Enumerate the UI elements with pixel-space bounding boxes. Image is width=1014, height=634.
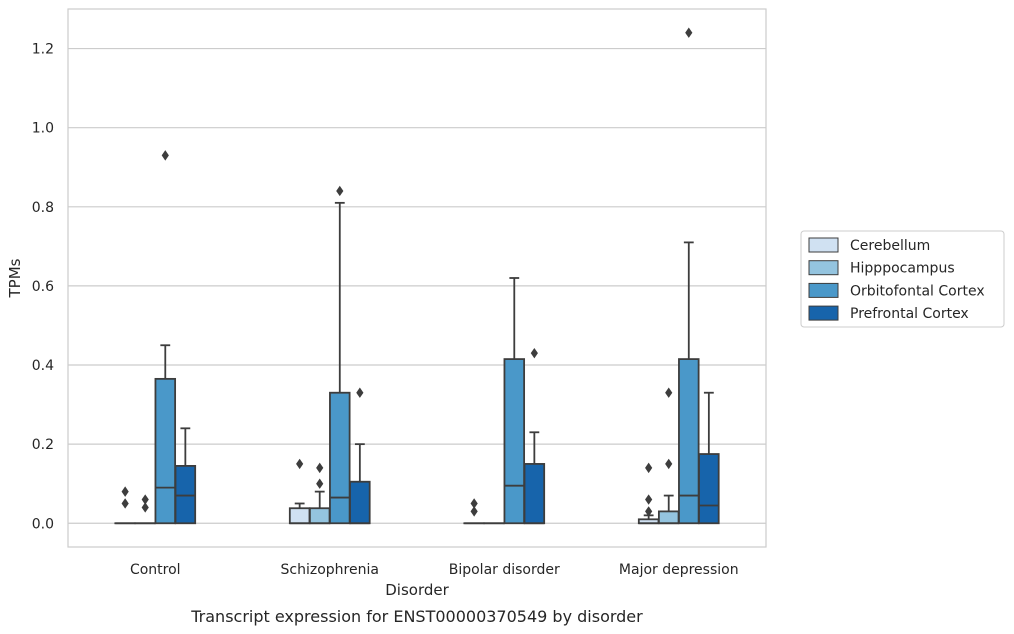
box (349, 480, 371, 525)
outlier-point (685, 27, 693, 38)
box (154, 377, 177, 525)
outlier-point (121, 498, 129, 509)
box (523, 463, 546, 525)
box (503, 358, 526, 525)
outlier-point (645, 506, 653, 517)
box-series (114, 27, 720, 525)
outlier-point (121, 486, 129, 497)
legend-swatch (808, 237, 839, 253)
legend-swatch (808, 305, 839, 321)
box (288, 507, 311, 525)
outlier-point (665, 387, 673, 398)
legend-swatch (808, 282, 839, 298)
box (174, 465, 197, 525)
outlier-point (336, 185, 344, 197)
outlier-point (470, 498, 478, 509)
outlier-point (645, 494, 653, 505)
y-tick-labels: 0.0 0.2 0.4 0.6 0.8 1.0 1.2 (32, 42, 54, 533)
y-axis-title: TPMs (6, 258, 24, 298)
series-orbitofontal-cortex (154, 27, 700, 525)
series-prefrontal-cortex (174, 347, 720, 525)
y-tick-label: 0.0 (32, 516, 54, 532)
box (329, 391, 351, 525)
legend-label: Orbitofontal Cortex (850, 283, 985, 299)
legend-label: Cerebellum (850, 238, 930, 254)
outlier-point (530, 347, 538, 359)
y-tick-label: 0.6 (32, 279, 54, 295)
legend-label: Prefrontal Cortex (850, 306, 969, 322)
x-tick-label: Major depression (619, 562, 739, 578)
outlier-point (356, 387, 364, 398)
legend-label: Hipppocampus (850, 261, 955, 277)
chart-caption: Transcript expression for ENST0000037054… (190, 607, 643, 626)
y-tick-label: 0.2 (32, 437, 54, 453)
outlier-point (316, 478, 324, 489)
legend: Cerebellum Hipppocampus Orbitofontal Corte… (800, 230, 1005, 328)
x-tick-label: Schizophrenia (281, 562, 379, 578)
box (308, 507, 331, 525)
outlier-point (470, 506, 478, 517)
legend-frame (800, 230, 1005, 328)
x-tick-label: Control (130, 562, 181, 578)
box (698, 453, 720, 525)
y-tick-label: 1.2 (32, 42, 54, 58)
legend-swatch (808, 260, 839, 276)
outlier-point (665, 458, 673, 470)
outlier-point (141, 494, 149, 505)
x-axis-title: Disorder (385, 581, 449, 599)
x-tick-label: Bipolar disorder (449, 562, 560, 578)
box (678, 358, 700, 525)
outlier-point (645, 462, 653, 474)
outlier-point (316, 462, 324, 474)
outlier-point (296, 458, 304, 470)
outlier-point (141, 502, 149, 513)
y-tick-label: 0.8 (32, 200, 54, 216)
x-tick-labels: Control Schizophrenia Bipolar disorder Majo… (130, 562, 739, 578)
box (657, 510, 680, 525)
y-tick-label: 0.4 (32, 358, 54, 374)
plot-background (68, 9, 766, 547)
plot-frame (67, 8, 767, 548)
outlier-point (161, 150, 169, 161)
y-tick-label: 1.0 (32, 121, 54, 137)
